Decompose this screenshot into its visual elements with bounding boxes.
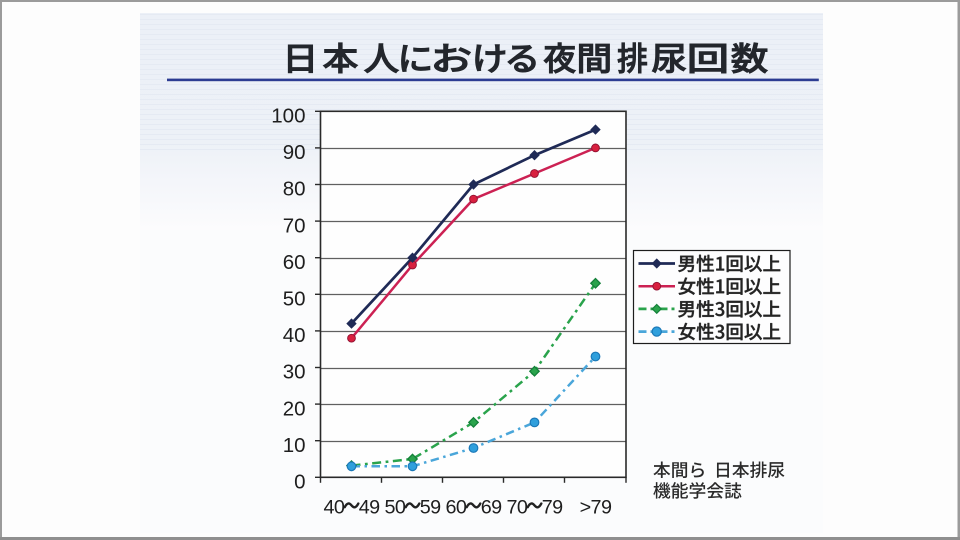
svg-text:40: 40	[323, 497, 344, 519]
svg-text:60: 60	[445, 497, 466, 519]
svg-text:50: 50	[283, 288, 306, 311]
svg-text:80: 80	[283, 178, 306, 201]
svg-text:69: 69	[481, 497, 502, 519]
svg-text:59: 59	[420, 497, 441, 519]
svg-text:>79: >79	[580, 497, 612, 519]
svg-text:10: 10	[283, 434, 306, 457]
svg-text:70: 70	[283, 214, 306, 237]
svg-text:79: 79	[542, 497, 563, 519]
svg-text:100: 100	[271, 105, 305, 128]
svg-text:0: 0	[294, 471, 305, 494]
svg-text:30: 30	[283, 361, 306, 384]
svg-text:40: 40	[283, 324, 306, 347]
svg-text:90: 90	[283, 141, 306, 164]
svg-text:50: 50	[384, 497, 405, 519]
svg-text:60: 60	[283, 251, 306, 274]
svg-text:70: 70	[506, 497, 527, 519]
svg-text:20: 20	[283, 397, 306, 420]
svg-text:49: 49	[359, 497, 380, 519]
